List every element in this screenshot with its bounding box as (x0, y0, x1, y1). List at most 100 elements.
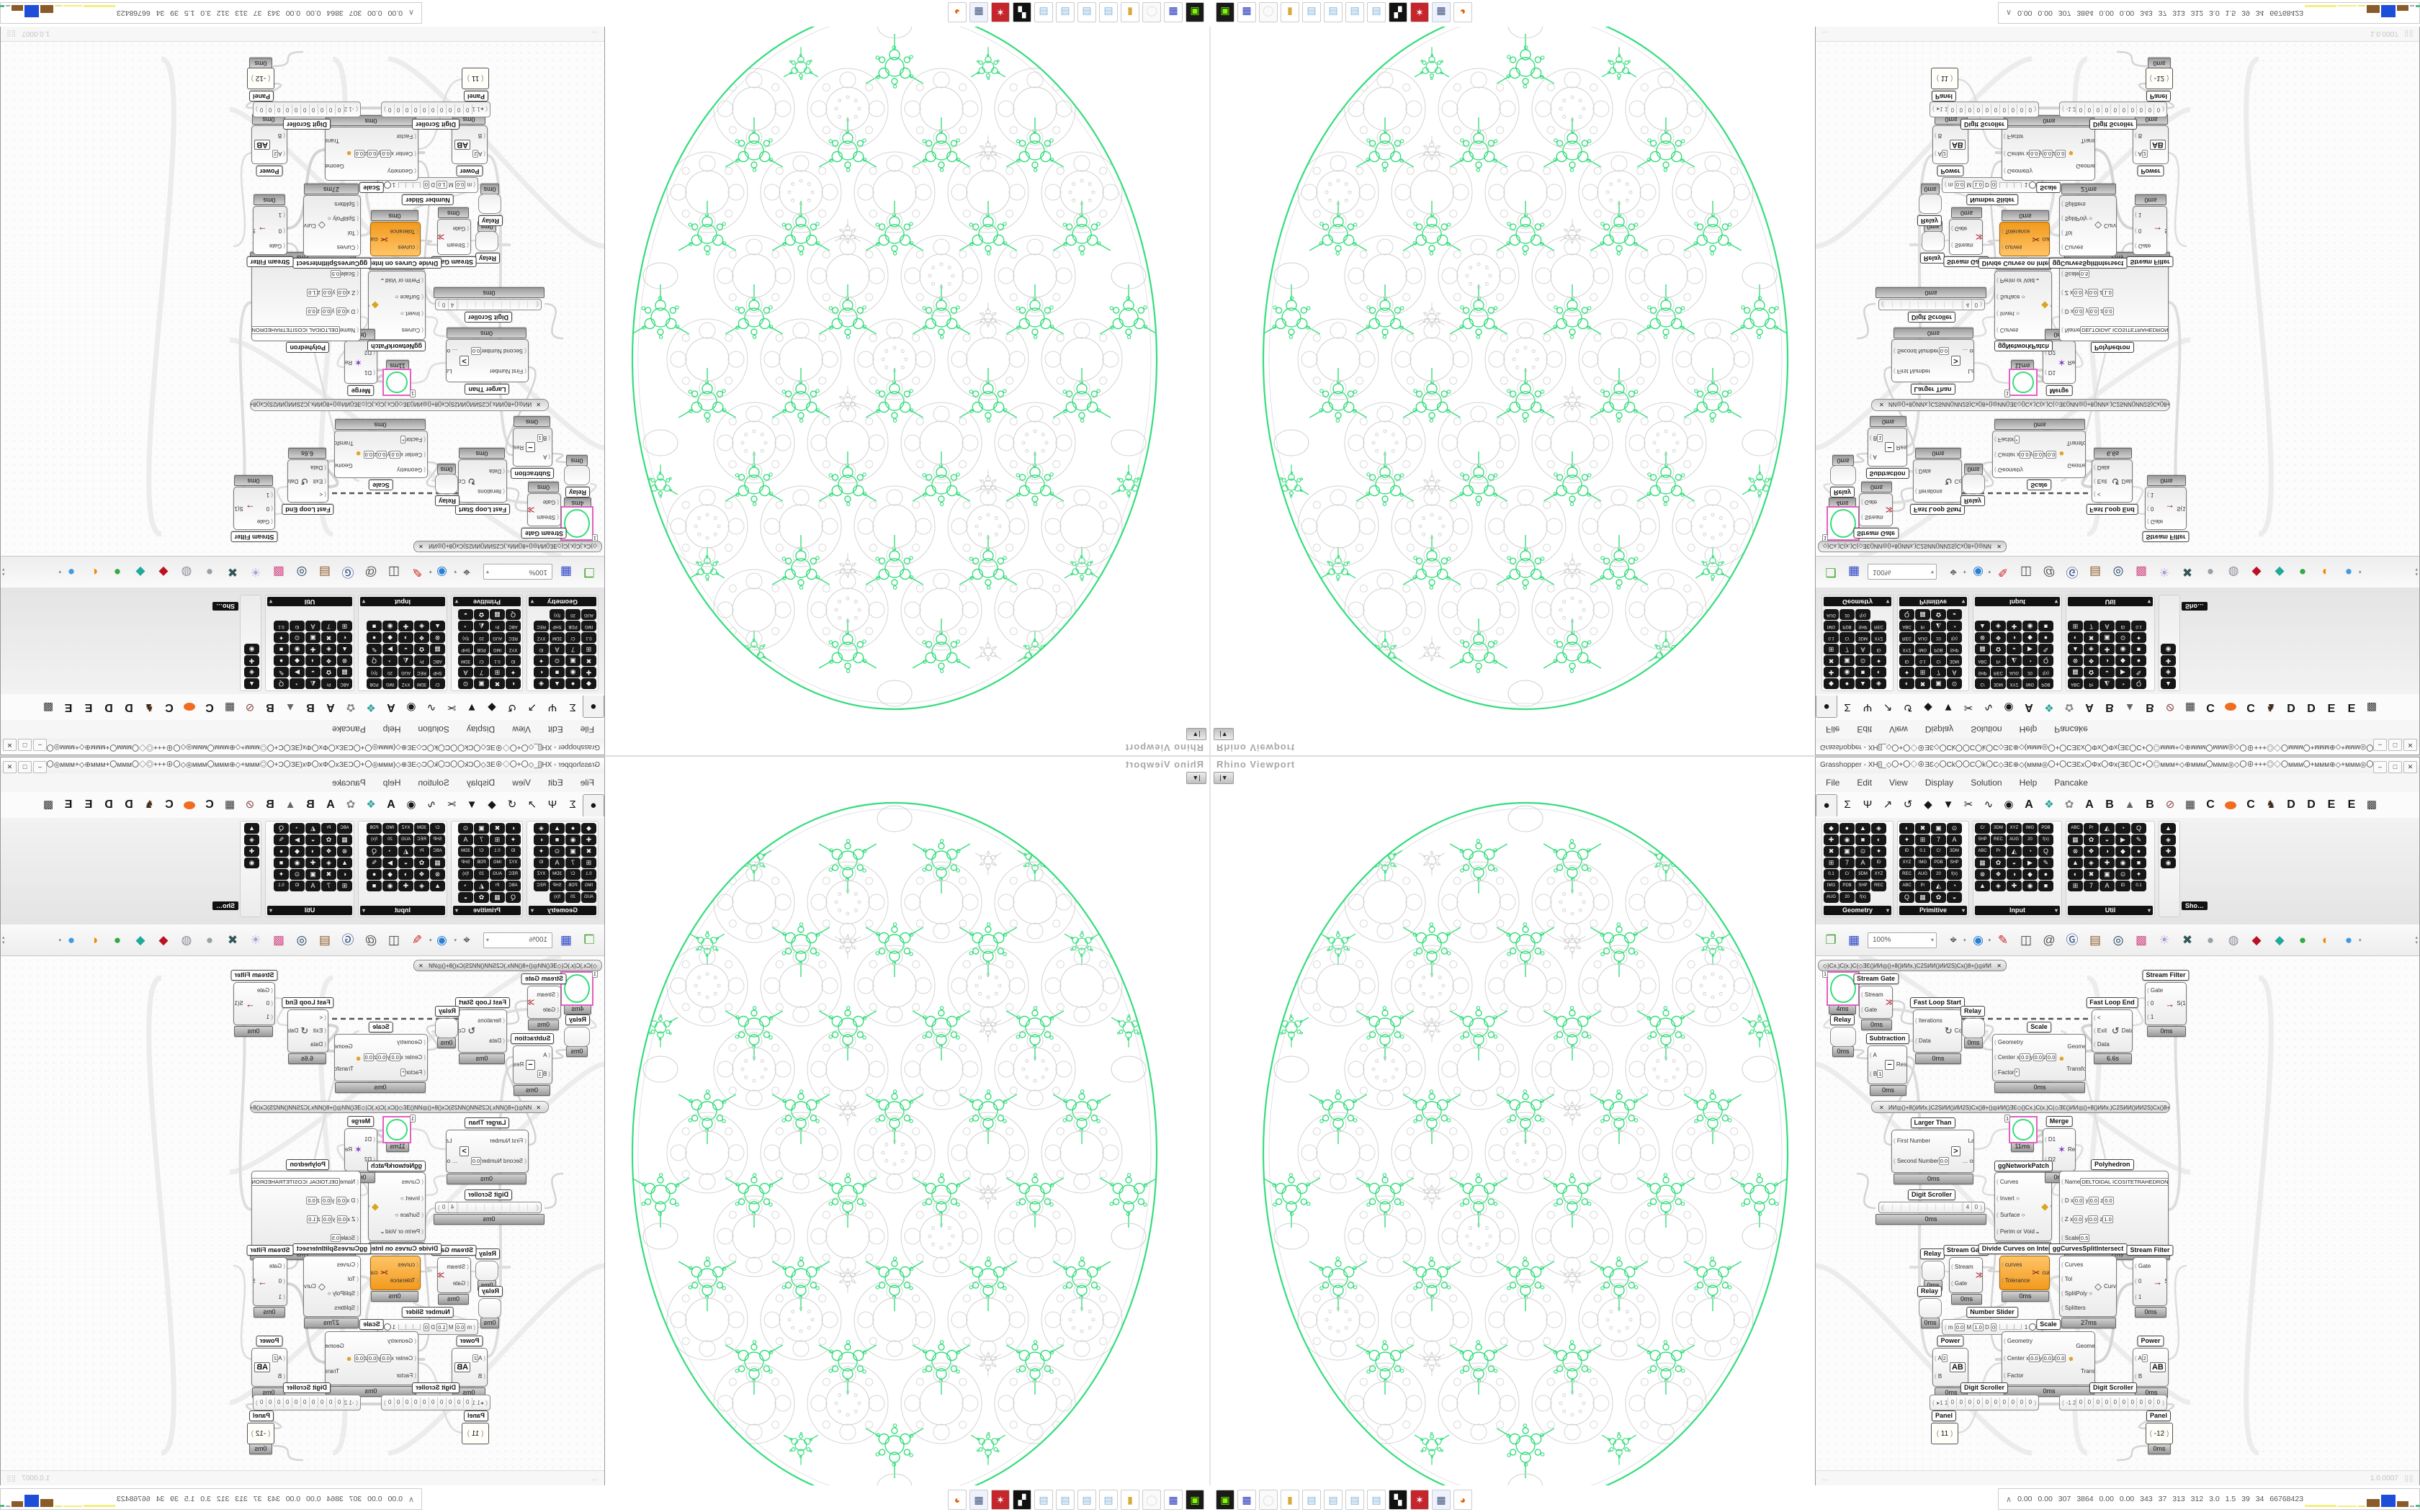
input-port[interactable]: ( 1 (278, 212, 285, 219)
category-tab[interactable]: A (387, 798, 395, 811)
palette-icon[interactable]: ◈ (1991, 881, 2006, 891)
palette-icon[interactable]: ✦ (1899, 667, 1914, 678)
slider-handle[interactable] (383, 1323, 391, 1331)
palette-icon[interactable]: ABC (2068, 678, 2083, 689)
input-port[interactable]: ( 0 (278, 1278, 285, 1285)
input-port[interactable]: ( Perim or Void (1996, 1228, 2040, 1235)
palette-icon[interactable]: ● (2038, 869, 2053, 880)
category-tab[interactable]: Ψ (547, 798, 557, 811)
palette-icon[interactable]: ◉ (2115, 858, 2130, 868)
palette-icon[interactable]: ◈ (1991, 621, 2006, 631)
category-tab[interactable]: Σ (1844, 701, 1851, 714)
palette-label[interactable]: Input ▾ (1975, 906, 2060, 915)
palette-icon[interactable]: 0.1 (581, 632, 596, 643)
input-port[interactable]: ( Stream (1951, 1263, 1973, 1270)
palette-icon[interactable]: Pr (490, 621, 505, 631)
notepad-icon[interactable]: ▤ (1324, 2, 1343, 22)
digit-scroller-node[interactable]: (▸1 1 0 0 0 0 0 0 0 0 0 0) (381, 102, 490, 117)
output-port[interactable]: Transform ) (325, 1368, 339, 1375)
palette-icon[interactable]: ◉ (290, 858, 305, 868)
input-port[interactable]: ( Geometry (387, 1337, 416, 1344)
palette-icon[interactable]: ✖ (1824, 655, 1839, 666)
palette-icon[interactable]: A (550, 644, 565, 654)
category-tab[interactable]: D (2287, 701, 2295, 714)
palette-icon[interactable]: IMG (581, 621, 596, 631)
output-port[interactable]: Cells ) (368, 302, 369, 309)
relay-node[interactable] (478, 1298, 501, 1318)
input-port[interactable]: ( Data (1915, 467, 1931, 474)
palette-icon[interactable]: ▲ (2068, 644, 2083, 654)
palette-icon[interactable]: A (1947, 834, 1962, 845)
palette-icon[interactable]: ⊙ (1947, 678, 1962, 689)
category-tab[interactable]: ❖ (2044, 798, 2054, 811)
palette-icon[interactable]: ◒ (2007, 644, 2022, 654)
input-port[interactable]: ( First Number (1894, 1137, 1931, 1144)
input-port[interactable]: ( < (319, 491, 326, 498)
category-tab[interactable]: C (165, 701, 174, 714)
palette-icon[interactable]: ⊞ (490, 834, 505, 845)
category-tab[interactable]: E (2347, 701, 2356, 714)
scrollbar-arrows[interactable]: ▴ ▾ (2, 567, 5, 577)
scale-component[interactable]: ( Geometry( Center x0.0y0.0z0.0( Factor*… (334, 431, 428, 478)
scrollbar-arrows[interactable]: ▴ ▾ (2, 935, 5, 945)
palette-icon[interactable]: ◆ (382, 632, 398, 643)
category-tab[interactable]: ◆ (1924, 798, 1932, 811)
dna-icon[interactable]: ✖ (227, 932, 238, 947)
input-port[interactable]: ( Curves (336, 1261, 359, 1268)
panel-node[interactable]: ( -12 ) (247, 68, 274, 89)
palette-icon[interactable]: ❖ (414, 632, 429, 643)
input-port[interactable]: ( Exit (2094, 477, 2107, 485)
palette-icon[interactable]: IMG (581, 881, 596, 891)
palette-icon[interactable]: ABC (2068, 823, 2083, 834)
category-tab[interactable]: B (2105, 701, 2114, 714)
category-tab[interactable]: ▼ (1942, 701, 1954, 714)
firefox-icon[interactable]: ◕ (948, 1490, 967, 1510)
palette-icon[interactable]: f(x) (550, 892, 565, 903)
palette-icon[interactable]: ◭ (1931, 621, 1946, 631)
palette-icon[interactable]: C/ (1931, 846, 1946, 857)
palette-icon[interactable]: 7 (1931, 667, 1946, 678)
output-port[interactable]: Transform ) (2066, 1065, 2086, 1072)
sphere-orange-icon[interactable]: ◐ (2321, 932, 2330, 947)
palette-icon[interactable]: ✚ (2007, 881, 2022, 891)
category-tab[interactable]: ▦ (224, 701, 236, 714)
category-tab[interactable]: C (2206, 798, 2215, 811)
input-port[interactable]: ( Center x0.0y0.0z0.0 (354, 1354, 416, 1362)
save-icon[interactable]: ▦ (1847, 565, 1860, 580)
relay-node[interactable] (1962, 1018, 1985, 1038)
palette-label[interactable]: Geometry ▾ (1824, 597, 1891, 606)
floppy-64-icon[interactable]: ▦ (1164, 1490, 1183, 1510)
palette-icon[interactable]: ◑ (2099, 846, 2115, 857)
slider-handle[interactable] (383, 181, 391, 189)
input-port[interactable]: ( Z x0.0 y0.0 z1.0 (307, 1215, 359, 1223)
palette-icon[interactable]: ✎ (2131, 834, 2146, 845)
box-3d-icon[interactable]: ◫ (2020, 565, 2033, 580)
input-port[interactable]: ( NameDELTOIDAL ICOSITETRAHEDRON (251, 326, 359, 335)
category-tab[interactable]: ◉ (2004, 701, 2014, 714)
palette-icon[interactable]: ⊗ (2068, 846, 2083, 857)
palette-icon[interactable]: ✖ (1915, 678, 1930, 689)
input-port[interactable]: ( Iterations (1915, 1017, 1942, 1025)
palette-icon[interactable]: 20 (474, 632, 489, 643)
palette-icon[interactable]: IMG (490, 644, 505, 654)
menu-solution[interactable]: Solution (1971, 724, 2002, 734)
notepad-icon[interactable]: ▤ (1324, 1490, 1343, 1510)
torus-icon[interactable]: ◍ (2228, 932, 2239, 947)
relay-node[interactable] (564, 1027, 590, 1047)
sphere-orange-icon[interactable]: ◐ (90, 932, 99, 947)
zoom-extents-icon[interactable]: ⌖ (1950, 565, 1957, 580)
palette-label[interactable]: Primitive ▾ (453, 906, 521, 915)
window-maximize-button[interactable]: □ (2388, 761, 2402, 773)
output-port[interactable]: Geometry ) (2067, 1043, 2085, 1050)
input-port[interactable]: ( A2 (272, 1354, 285, 1363)
input-port[interactable]: ( SplitPoly ○ (2061, 1290, 2093, 1297)
palette-icon[interactable]: ✚ (2161, 846, 2176, 857)
output-port[interactable]: Geometry ) (2067, 462, 2086, 469)
category-tab[interactable]: ◆ (488, 798, 496, 811)
input-port[interactable]: ( Exit (2094, 1027, 2107, 1035)
palette-icon[interactable]: XYZ (534, 632, 549, 643)
category-tab[interactable]: ⊘ (245, 701, 255, 714)
